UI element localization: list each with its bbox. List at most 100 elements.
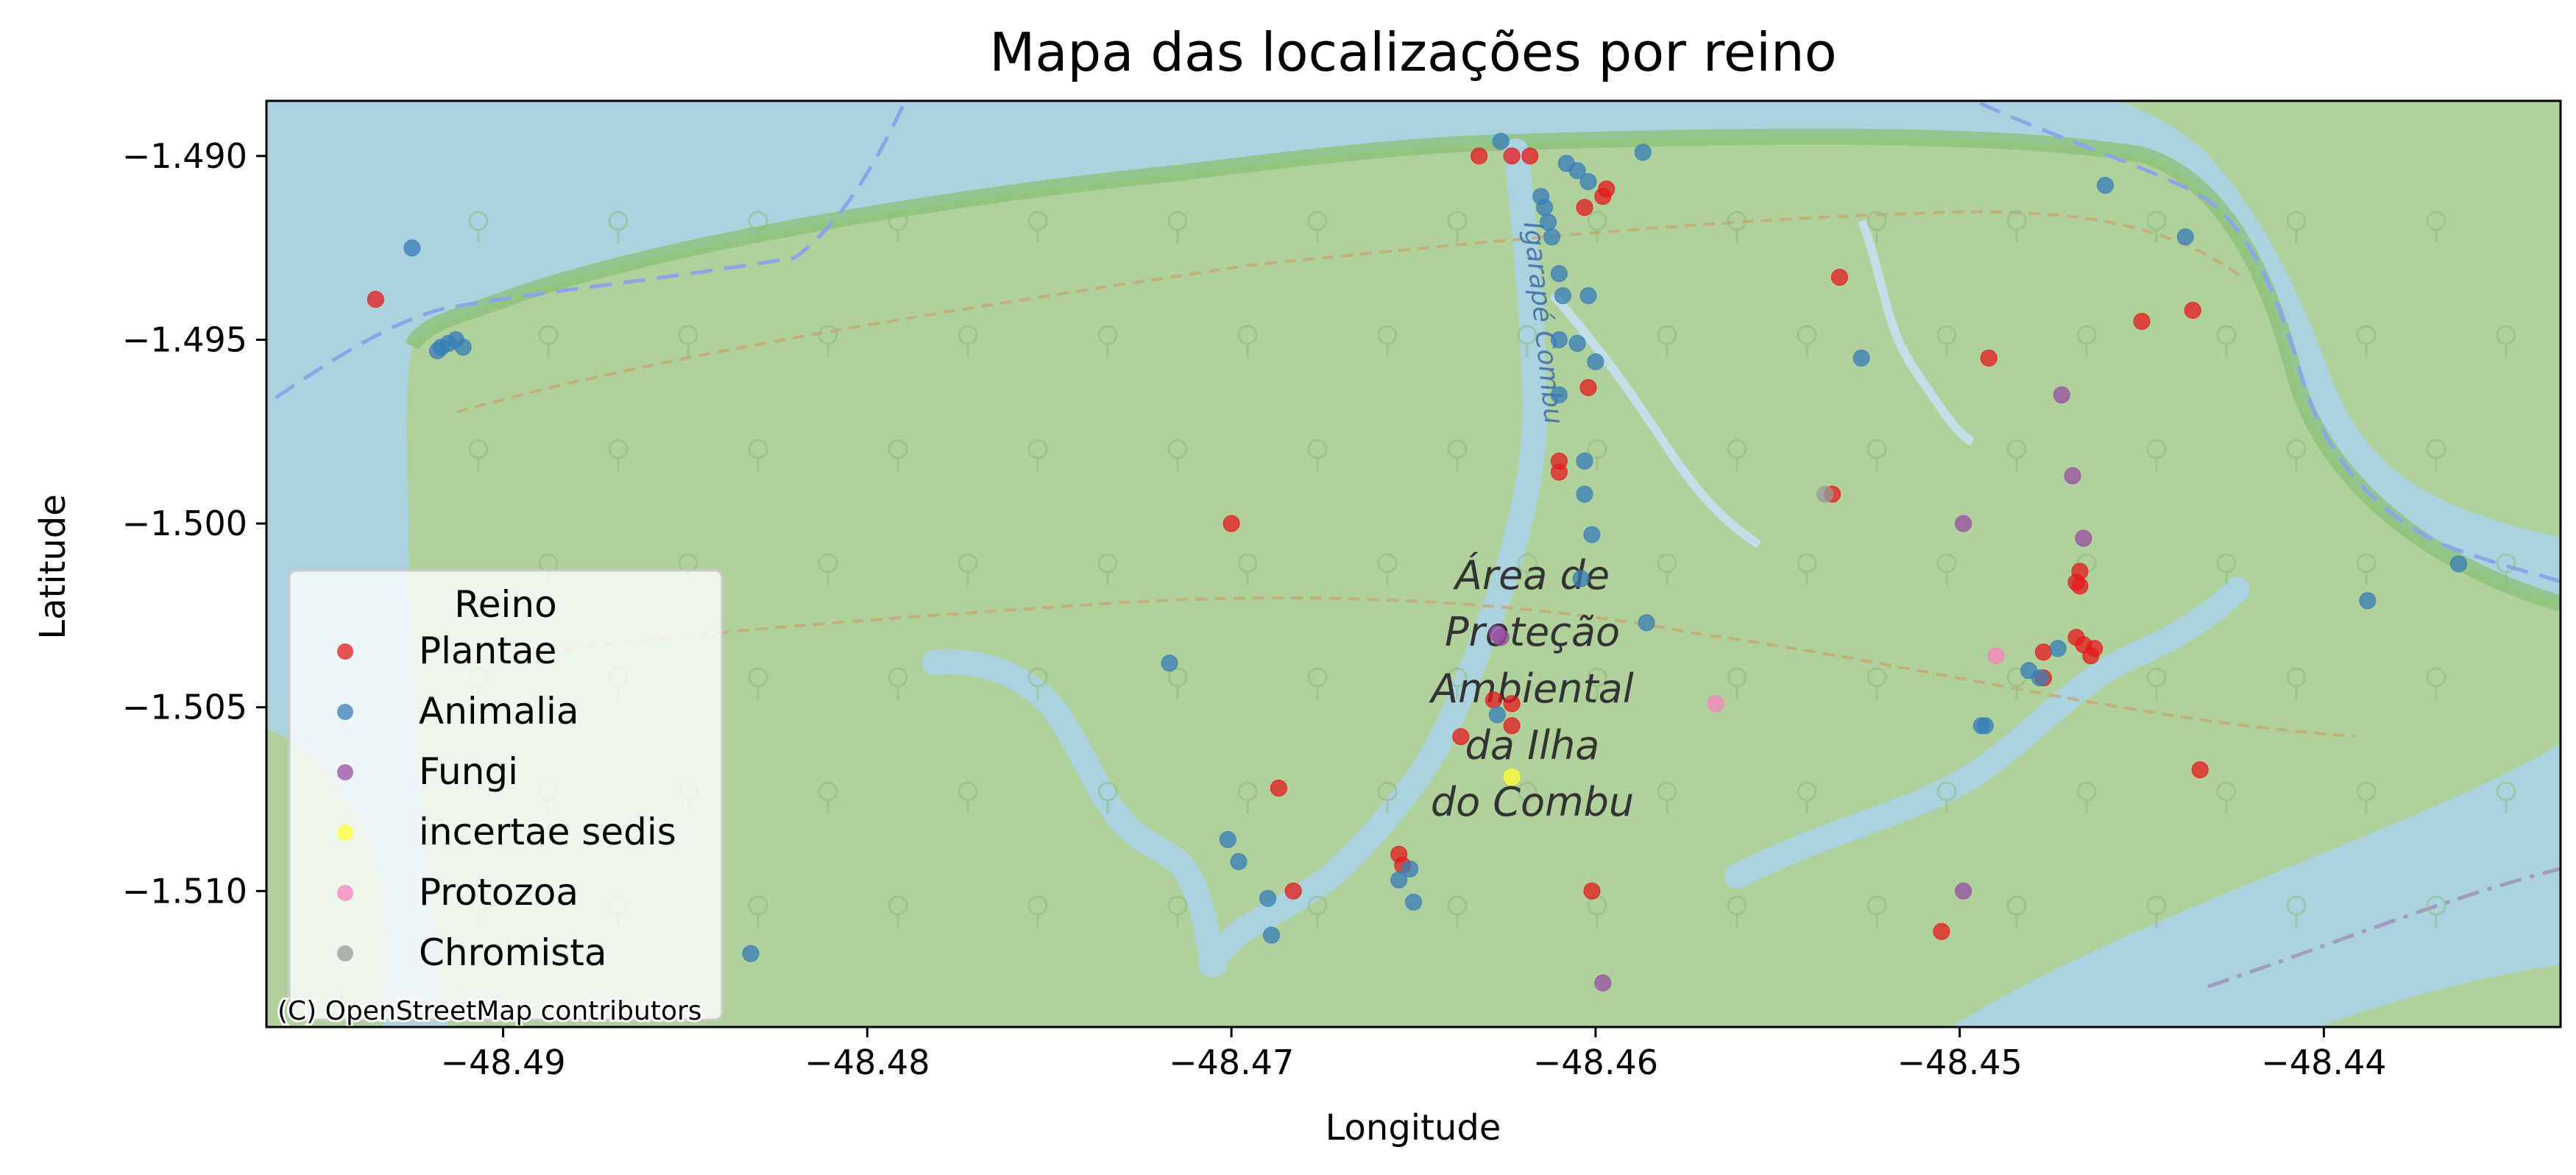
tree-icon: [1797, 325, 1817, 357]
data-point: [1579, 378, 1597, 396]
tree-icon: [2216, 553, 2237, 585]
legend-marker: [337, 945, 353, 961]
tree-icon: [1237, 325, 1258, 357]
x-tick-label: −48.48: [804, 1042, 930, 1082]
tree-icon: [888, 895, 908, 928]
stream-north: [1858, 219, 1975, 446]
data-point: [1550, 386, 1568, 403]
data-point: [1521, 147, 1539, 165]
data-point: [2133, 313, 2151, 330]
tree-icon: [1936, 325, 1957, 357]
data-point: [1401, 860, 1419, 878]
tree-icon: [468, 211, 489, 243]
data-point: [2049, 640, 2067, 657]
legend: Reino Plantae Animalia Fungi incertae sedis…: [288, 569, 723, 1021]
ne-land: [2120, 101, 2561, 537]
tree-icon: [2286, 211, 2307, 243]
data-point: [1222, 515, 1240, 532]
data-point: [2071, 577, 2089, 595]
data-point: [1452, 728, 1470, 746]
tree-icon: [1027, 439, 1048, 471]
data-point: [1284, 882, 1302, 900]
x-tick-label: −48.46: [1533, 1042, 1658, 1082]
tree-icon: [608, 211, 629, 243]
tree-icon: [888, 211, 908, 243]
tree-icon: [608, 439, 629, 471]
river-west-branch: [922, 649, 1227, 977]
tree-icon: [1377, 781, 1398, 814]
tree-icon: [1307, 895, 1328, 928]
tree-icon: [1167, 211, 1188, 243]
tree-icon: [958, 325, 978, 357]
tree-icon: [1727, 895, 1747, 928]
channel-west: [275, 101, 907, 400]
legend-marker: [337, 885, 353, 901]
y-axis-label: Latitude: [32, 494, 74, 640]
data-point: [1161, 654, 1178, 672]
data-point: [2064, 467, 2081, 484]
y-tick-label: −1.510: [122, 871, 247, 911]
tree-icon: [1307, 439, 1328, 471]
tree-icon: [1167, 895, 1188, 928]
data-point: [1853, 349, 1870, 367]
tree-icon: [1866, 211, 1887, 243]
legend-entries: Plantae Animalia Fungi incertae sedis Protoz…: [337, 629, 676, 974]
tree-icon: [1587, 439, 1607, 471]
tree-icon: [1447, 895, 1468, 928]
data-point: [1550, 265, 1568, 283]
tree-icon: [1027, 667, 1048, 699]
area-label-line: da Ilha: [1465, 722, 1600, 769]
data-point: [1638, 614, 1655, 632]
data-point: [1576, 199, 1593, 216]
tree-icon: [1727, 667, 1747, 699]
data-point: [1576, 485, 1593, 503]
legend-entry: Chromista: [337, 931, 607, 974]
data-point: [1550, 331, 1568, 348]
data-point: [1816, 485, 1834, 503]
legend-label: Fungi: [419, 750, 518, 793]
tree-icon: [2356, 781, 2377, 814]
data-point: [1230, 853, 1248, 870]
river-igarape-combu: [1198, 138, 1548, 977]
data-point: [1594, 974, 1612, 992]
tree-icon: [1866, 439, 1887, 471]
tree-icon: [958, 553, 978, 585]
data-point: [1503, 147, 1521, 165]
basemap: Área de Proteção Ambiental da Ilha do Co…: [266, 101, 2561, 1027]
tree-icon: [1517, 553, 1538, 585]
series-fungi: [1488, 386, 2092, 992]
tree-icon: [468, 439, 489, 471]
data-point: [1579, 287, 1597, 305]
data-point: [2184, 302, 2201, 319]
data-point: [1503, 769, 1521, 786]
tree-icon: [888, 667, 908, 699]
tree-icon: [1097, 781, 1118, 814]
tree-icon: [1027, 895, 1048, 928]
tree-icon: [888, 439, 908, 471]
series-incertae-sedis: [1503, 769, 1521, 786]
y-tick-label: −1.495: [122, 320, 247, 359]
tree-icon: [2286, 667, 2307, 699]
tree-icon: [1097, 325, 1118, 357]
series-protozoa: [1707, 647, 2005, 713]
tree-icon: [538, 325, 559, 357]
y-axis: −1.490 −1.495 −1.500 −1.505 −1.510: [122, 136, 266, 911]
tree-icon: [1727, 211, 1747, 243]
data-point: [1485, 691, 1502, 709]
tree-icon: [1657, 325, 1677, 357]
tree-icon: [1517, 325, 1538, 357]
series-chromista: [1816, 485, 1834, 503]
data-point: [1263, 926, 1280, 944]
y-tick-label: −1.500: [122, 504, 247, 543]
tree-icon: [2076, 325, 2097, 357]
tree-icon: [1167, 439, 1188, 471]
legend-label: Plantae: [419, 629, 556, 672]
tree-icon: [1587, 211, 1607, 243]
tree-icon: [818, 553, 838, 585]
data-point: [2359, 592, 2377, 610]
legend-marker: [337, 764, 353, 780]
data-point: [2034, 643, 2052, 661]
legend-title: Reino: [454, 583, 556, 626]
data-point: [2075, 529, 2092, 547]
